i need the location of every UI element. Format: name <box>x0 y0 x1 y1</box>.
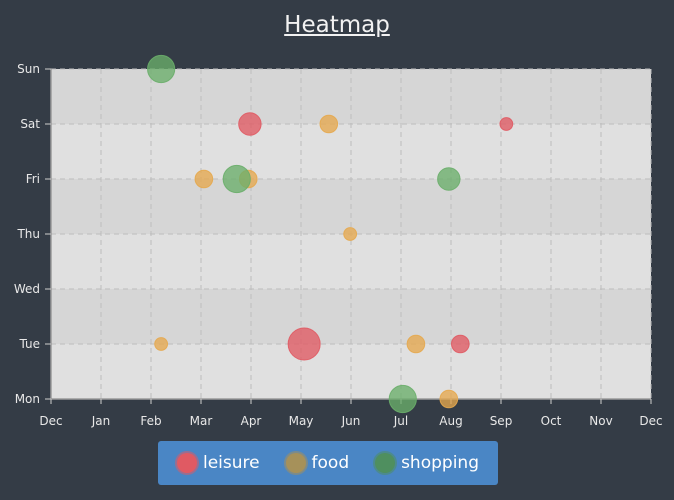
x-tick-label: Nov <box>589 414 612 428</box>
legend-swatch-food <box>285 453 306 473</box>
legend-swatch-leisure <box>176 453 197 473</box>
data-point-shopping <box>147 54 176 84</box>
x-tick-label: Dec <box>39 414 62 428</box>
data-point-leisure <box>287 327 321 361</box>
data-point-shopping <box>437 167 461 191</box>
data-points <box>147 54 514 414</box>
data-point-food <box>319 114 339 134</box>
x-tick-label: Sep <box>490 414 513 428</box>
data-point-leisure <box>499 117 514 131</box>
x-tick-label: Aug <box>439 414 462 428</box>
x-tick-label: Mar <box>190 414 213 428</box>
x-tick-label: Jan <box>91 414 111 428</box>
data-point-shopping <box>222 164 251 194</box>
x-tick-label: Jul <box>393 414 408 428</box>
legend-label-leisure: leisure <box>202 453 260 473</box>
legend: leisure food shopping <box>158 441 498 485</box>
x-tick-label: Apr <box>241 414 262 428</box>
x-axis-ticks: Dec Jan Feb Mar Apr May Jun Jul Aug Sep Oct Nov Dec <box>39 399 663 428</box>
y-tick-label: Sat <box>20 117 40 131</box>
data-point-food <box>194 169 214 189</box>
plot-band <box>51 344 651 399</box>
y-tick-label: Sun <box>17 62 40 76</box>
y-tick-label: Tue <box>19 337 41 351</box>
legend-label-food: food <box>311 453 350 473</box>
y-tick-label: Fri <box>26 172 40 186</box>
x-tick-label: May <box>289 414 314 428</box>
data-point-leisure <box>238 112 262 136</box>
x-tick-label: Feb <box>140 414 161 428</box>
data-point-food <box>343 227 358 241</box>
data-point-leisure <box>451 334 470 354</box>
legend-label-shopping: shopping <box>401 453 479 473</box>
data-point-food <box>439 389 459 409</box>
y-tick-label: Mon <box>15 392 40 406</box>
data-point-food <box>154 337 169 351</box>
legend-swatch-shopping <box>375 453 396 473</box>
x-tick-label: Jun <box>341 414 361 428</box>
chart-title: Heatmap <box>284 12 390 38</box>
data-point-food <box>406 334 426 354</box>
data-point-shopping <box>388 384 417 414</box>
y-tick-label: Wed <box>14 282 40 296</box>
y-axis-ticks: Mon Tue Wed Thu Fri Sat Sun <box>14 62 51 406</box>
x-tick-label: Oct <box>541 414 562 428</box>
legend-item-leisure[interactable]: leisure <box>176 453 260 473</box>
y-tick-label: Thu <box>16 227 40 241</box>
bubble-chart: Dec Jan Feb Mar Apr May Jun Jul Aug Sep Oct Nov Dec … <box>14 54 663 428</box>
legend-item-shopping[interactable]: shopping <box>375 453 479 473</box>
legend-item-food[interactable]: food <box>285 453 350 473</box>
x-tick-label: Dec <box>639 414 662 428</box>
